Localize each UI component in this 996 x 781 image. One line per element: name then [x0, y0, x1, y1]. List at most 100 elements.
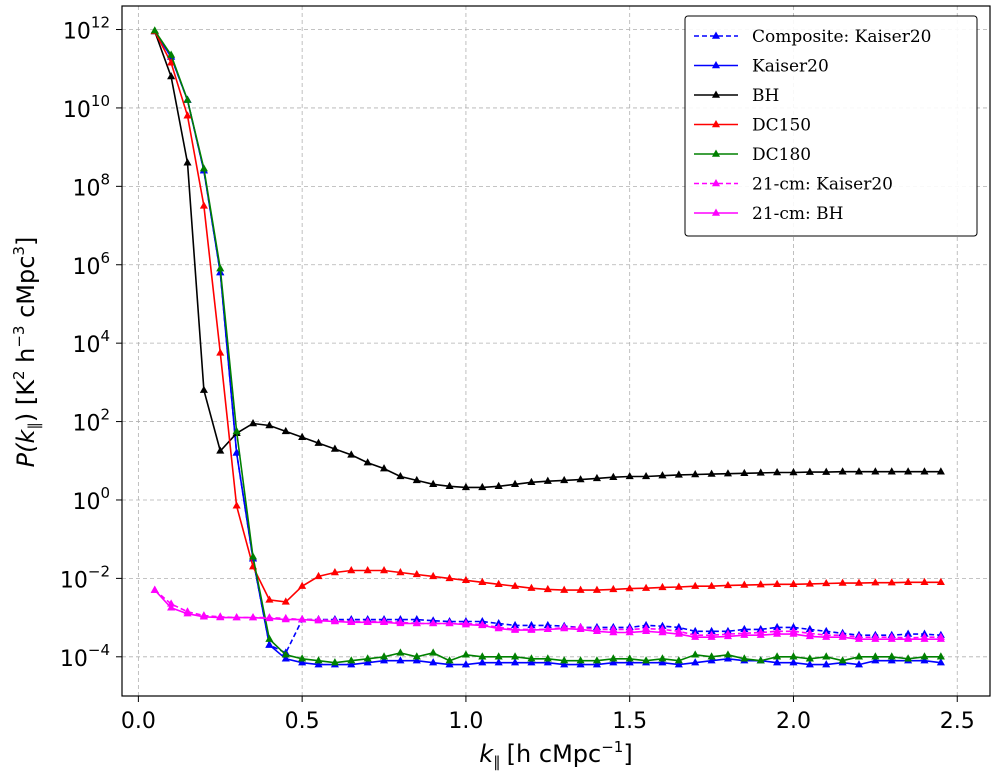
data-point: [314, 571, 323, 580]
data-point: [248, 613, 258, 621]
data-point: [887, 467, 896, 475]
data-point: [674, 622, 683, 631]
data-point: [871, 467, 880, 475]
data-point: [511, 581, 520, 589]
y-tick-label: 10−4: [60, 641, 110, 672]
data-point: [494, 624, 503, 632]
data-point: [822, 626, 831, 635]
data-point: [199, 201, 208, 209]
data-point: [478, 482, 487, 491]
data-point: [330, 617, 339, 625]
data-point: [625, 658, 634, 666]
data-point: [740, 624, 749, 633]
data-point: [805, 624, 814, 633]
data-point: [904, 629, 913, 637]
legend-marker: [711, 149, 721, 157]
data-point: [347, 656, 356, 664]
legend-item-21-cm-kaiser20: 21-cm: Kaiser20: [694, 175, 893, 195]
data-point: [707, 469, 716, 477]
data-point: [707, 652, 716, 660]
y-tick-label: 102: [72, 406, 110, 437]
data-point: [363, 654, 372, 662]
data-point: [805, 660, 814, 668]
data-point: [429, 648, 438, 656]
legend-marker: [711, 120, 721, 128]
data-point: [543, 620, 552, 629]
data-point: [281, 615, 290, 623]
data-point: [527, 658, 536, 666]
data-point: [167, 58, 176, 66]
data-point: [625, 584, 634, 592]
data-point: [723, 654, 733, 662]
data-point: [363, 658, 372, 666]
data-point: [445, 481, 454, 489]
data-point: [674, 470, 683, 478]
data-point: [461, 650, 470, 658]
data-point: [511, 658, 520, 666]
data-point: [674, 582, 683, 590]
series-bh: [150, 26, 945, 491]
y-tick-label: 100: [72, 484, 110, 515]
x-tick-label: 1.0: [448, 709, 483, 734]
data-point: [183, 111, 192, 119]
data-point: [429, 479, 438, 487]
data-point: [511, 652, 520, 660]
data-point: [904, 654, 913, 662]
y-axis-label: P(k∥) [K2 h−3 cMpc3]: [10, 237, 43, 468]
legend-label: DC180: [752, 145, 811, 165]
data-point: [445, 660, 454, 668]
data-point: [167, 603, 176, 611]
data-point: [232, 448, 241, 456]
data-point: [887, 652, 896, 660]
data-point: [412, 569, 421, 578]
data-point: [674, 629, 683, 637]
data-point: [658, 471, 667, 479]
data-point: [347, 617, 356, 625]
data-point: [805, 631, 814, 640]
data-point: [838, 467, 847, 475]
data-point: [445, 618, 454, 627]
data-point: [347, 450, 356, 458]
data-point: [723, 580, 733, 589]
data-point: [609, 658, 618, 666]
data-point: [854, 578, 864, 586]
data-point: [527, 625, 536, 633]
data-point: [363, 458, 372, 466]
x-tick-label: 0.5: [285, 709, 320, 734]
data-point: [445, 656, 454, 664]
data-point: [560, 656, 569, 664]
data-point: [576, 624, 585, 633]
legend-label: 21-cm: Kaiser20: [752, 175, 893, 195]
data-point: [887, 656, 896, 664]
data-point: [494, 579, 503, 587]
data-point: [576, 656, 585, 664]
data-point: [936, 652, 945, 660]
data-point: [511, 479, 520, 487]
data-point: [691, 469, 700, 478]
data-point: [543, 658, 552, 666]
y-tick-label: 106: [72, 249, 110, 280]
data-point: [478, 577, 487, 586]
data-point: [216, 613, 225, 621]
data-point: [920, 467, 929, 475]
data-point: [576, 660, 585, 668]
data-point: [773, 468, 782, 476]
x-tick-label: 1.5: [612, 709, 647, 734]
data-point: [576, 475, 585, 483]
data-point: [789, 658, 798, 666]
data-point: [461, 575, 470, 584]
data-point: [560, 624, 569, 632]
data-point: [314, 660, 323, 668]
data-point: [298, 581, 307, 589]
data-point: [314, 438, 323, 446]
data-point: [265, 420, 274, 429]
data-point: [822, 660, 831, 668]
data-point: [691, 658, 700, 666]
data-point: [658, 582, 667, 591]
data-point: [396, 656, 405, 664]
data-point: [592, 656, 601, 664]
data-point: [658, 658, 667, 666]
data-point: [330, 568, 339, 576]
data-point: [511, 620, 520, 629]
series-21-cm-bh: [150, 585, 945, 642]
